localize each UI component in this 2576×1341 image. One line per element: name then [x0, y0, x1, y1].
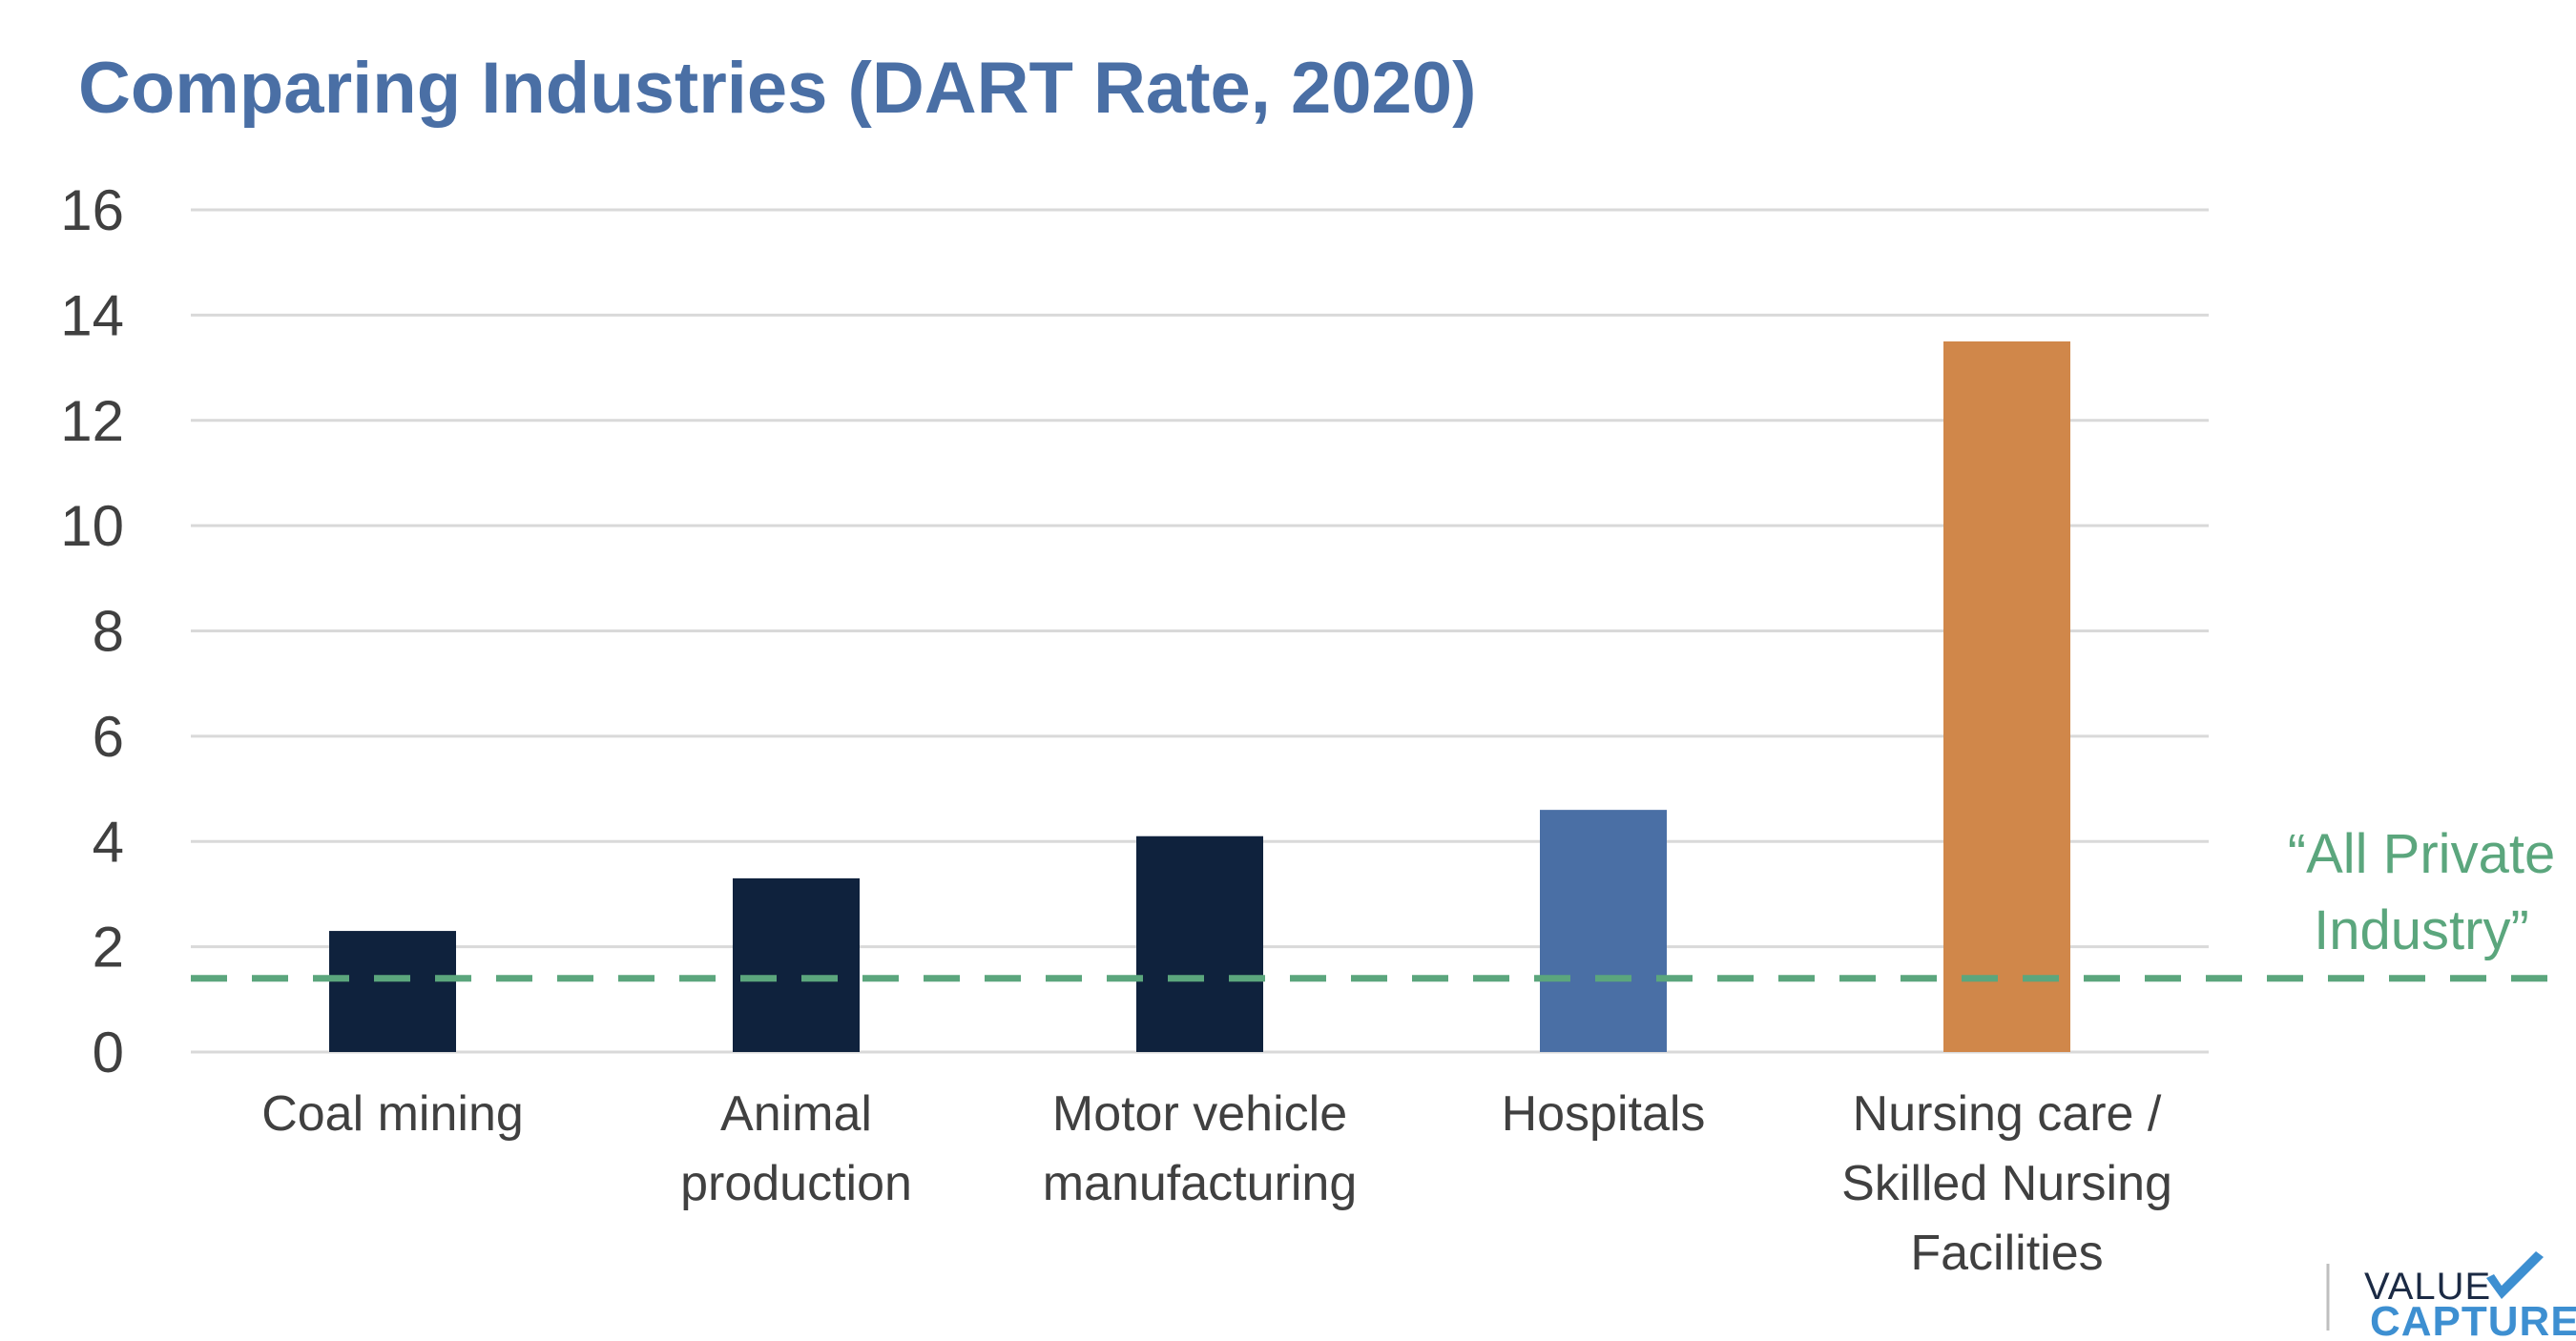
y-tick-label: 8 [93, 600, 124, 664]
bar [733, 877, 860, 1052]
x-tick-label: production [680, 1156, 912, 1211]
x-tick-label: Coal mining [261, 1086, 524, 1142]
x-tick-label: Motor vehicle [1052, 1086, 1347, 1142]
y-tick-label: 6 [93, 705, 124, 769]
logo-capture-text: CAPTURE [2370, 1298, 2576, 1341]
check-icon [2486, 1251, 2544, 1299]
reference-line-label: “All Private [2288, 823, 2555, 885]
y-tick-label: 16 [60, 178, 124, 242]
y-tick-label: 4 [93, 810, 124, 874]
reference-line-label: Industry” [2314, 899, 2529, 961]
bar [1540, 810, 1667, 1052]
logo: VALUE CAPTURE [2326, 1251, 2576, 1341]
reference-line-group: “All Private Industry” [191, 823, 2555, 982]
bar [1136, 836, 1263, 1052]
grid-lines [191, 208, 2209, 1054]
bars [329, 340, 2070, 1052]
x-tick-label: Facilities [1910, 1226, 2103, 1281]
y-axis-ticks: 0 2 4 6 8 10 12 14 16 [60, 178, 124, 1084]
bar [329, 931, 456, 1052]
x-axis-labels: Coal mining Animal production Motor vehicle… [261, 1086, 2172, 1281]
x-tick-label: Nursing care / [1853, 1086, 2162, 1142]
logo-value-text: VALUE [2364, 1266, 2491, 1308]
y-tick-label: 2 [93, 916, 124, 980]
x-tick-label: manufacturing [1043, 1156, 1358, 1211]
x-tick-label: Animal [720, 1086, 872, 1142]
x-tick-label: Skilled Nursing [1841, 1156, 2172, 1211]
bar [1943, 340, 2070, 1052]
x-tick-label: Hospitals [1502, 1086, 1706, 1142]
chart-title: Comparing Industries (DART Rate, 2020) [78, 48, 1476, 129]
y-tick-label: 10 [60, 494, 124, 558]
y-tick-label: 12 [60, 389, 124, 453]
y-tick-label: 0 [93, 1021, 124, 1084]
y-tick-label: 14 [60, 283, 124, 347]
